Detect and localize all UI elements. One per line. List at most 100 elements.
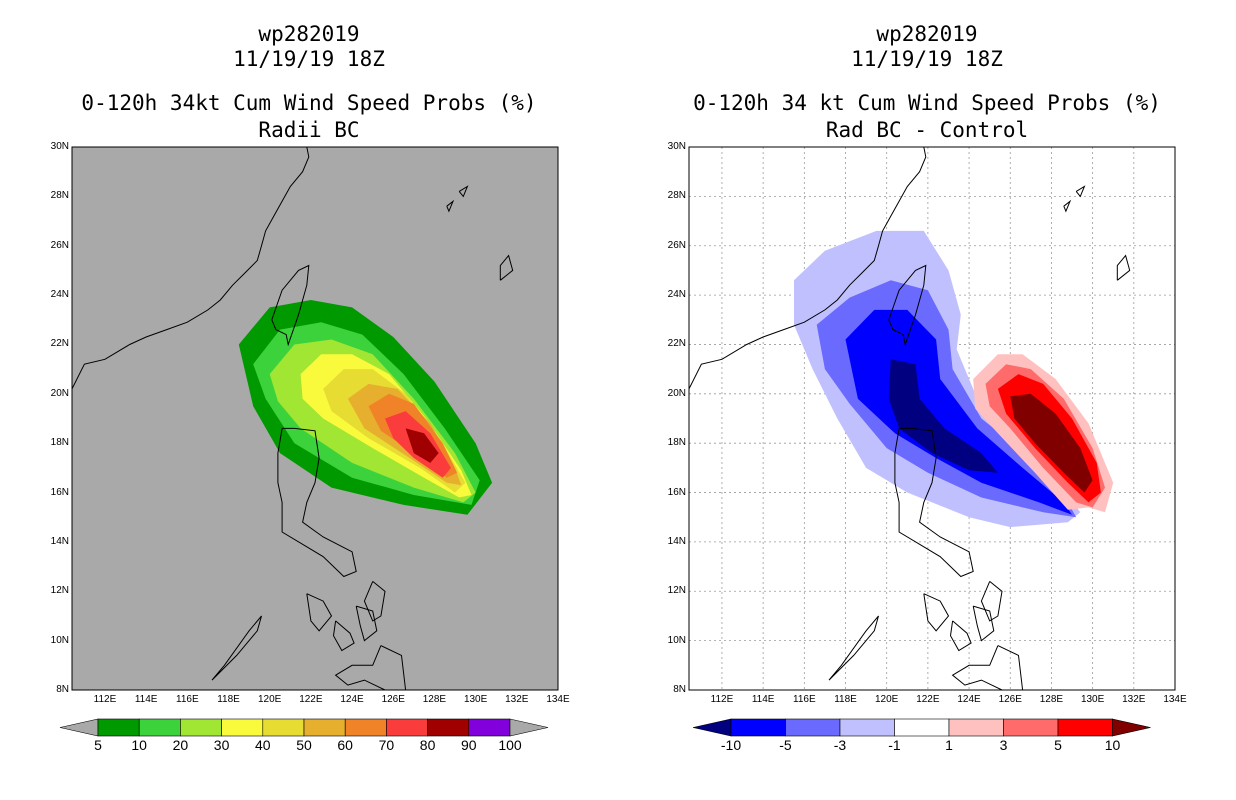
right-title-subtitle: Rad BC - Control [825,118,1029,142]
colorbar-swatch [97,718,140,737]
coastline [446,199,455,213]
coastline [949,620,972,652]
right-colorbar-label: 3 [999,737,1008,753]
colorbar-arrow-right [1112,718,1151,737]
left-lon-label: 132E [505,694,529,705]
coastline [972,605,995,642]
right-lat-label: 30N [667,141,686,152]
left-lon-label: 126E [381,694,405,705]
right-lat-label: 8N [673,684,686,695]
left-colorbar-label: 50 [296,737,312,753]
right-lat-label: 28N [667,190,686,202]
coastline [923,593,950,632]
left-title-storm-id: wp282019 [258,22,360,46]
diff-contour--10to-5 [845,309,1072,515]
colorbar-swatch [180,718,222,737]
coastline [894,427,974,578]
left-colorbar-label: 20 [172,737,189,753]
left-colorbar-label: 90 [461,737,477,753]
colorbar-arrow-left [59,718,99,737]
colorbar-swatch [221,718,264,737]
coastline [1063,199,1072,213]
coastline [499,254,514,281]
colorbar-swatch [785,718,841,737]
right-lon-label: 134E [1163,694,1187,705]
left-lon-label: 120E [258,694,282,705]
coastline [332,620,355,652]
right-colorbar-label: -1 [888,737,901,753]
right-coastlines [689,147,1131,690]
colorbar-swatch [262,718,305,737]
right-colorbar-label: -5 [779,737,792,753]
coastline [355,605,378,642]
right-colorbar-label: -3 [833,737,847,753]
left-lat-label: 10N [50,634,69,646]
coastline [1075,185,1086,198]
left-map-panel [71,146,559,691]
left-colorbar-label: 40 [255,737,271,753]
left-coastlines [72,147,514,690]
colorbar-swatch [138,718,181,737]
right-colorbar-label: 1 [945,737,953,753]
colorbar-swatch [344,718,387,737]
colorbar-swatch [730,718,786,737]
right-lon-label: 122E [916,694,940,705]
colorbar-swatch [894,718,950,737]
right-lon-label: 124E [957,694,981,705]
coastline [72,147,310,390]
right-colorbar-label: 5 [1054,737,1062,753]
right-lat-label: 14N [667,535,686,547]
left-title-subtitle: Radii BC [258,118,360,142]
right-colorbar [692,718,1151,737]
right-lat-label: 18N [667,437,686,449]
colorbar-swatch [1003,718,1059,737]
coastline [1116,254,1131,281]
left-lat-label: 20N [50,387,69,399]
right-title-product: 0-120h 34 kt Cum Wind Speed Probs (%) [693,91,1161,115]
right-colorbar-label: 10 [1104,737,1121,753]
colorbar-swatch [427,718,470,737]
coastline [271,264,310,347]
left-colorbar-label: 80 [419,737,436,753]
left-colorbar-label: 70 [378,737,395,753]
coastline [334,645,407,690]
left-colorbar-label: 30 [213,737,230,753]
left-colorbar-label: 10 [131,737,147,753]
left-lon-label: 122E [299,694,323,705]
left-lat-label: 18N [50,437,69,449]
left-lat-label: 30N [50,141,69,152]
coastline [888,264,927,347]
colorbar-swatch [386,718,428,737]
left-lat-label: 8N [56,684,69,695]
right-map-panel [688,146,1176,691]
left-map-frame [71,146,559,691]
right-lon-label: 112E [710,694,734,705]
left-lat-label: 14N [50,535,69,547]
coastline [980,581,1003,622]
colorbar-swatch [839,718,895,737]
left-colorbar [59,718,549,737]
left-lat-label: 16N [50,486,69,498]
right-lon-label: 114E [751,694,775,705]
left-lon-label: 128E [422,694,447,705]
left-lat-label: 12N [50,585,69,597]
right-lat-label: 10N [667,634,686,646]
colorbar-swatch [948,718,1004,737]
right-lon-label: 130E [1080,694,1105,705]
right-lon-label: 118E [834,694,857,705]
left-lat-label: 26N [50,239,69,251]
right-lat-label: 26N [667,239,686,251]
right-lon-label: 116E [793,694,816,705]
colorbar-swatch [468,718,511,737]
colorbar-arrow-right [509,718,549,737]
left-lat-label: 24N [50,289,69,301]
colorbar-swatch [1057,718,1113,737]
colorbar-swatch [303,718,346,737]
left-lon-label: 116E [176,694,199,705]
right-difference-contours [794,230,1114,528]
coastline [211,615,262,681]
left-lon-label: 112E [93,694,117,705]
right-lat-label: 24N [667,289,686,301]
left-lon-label: 124E [340,694,364,705]
